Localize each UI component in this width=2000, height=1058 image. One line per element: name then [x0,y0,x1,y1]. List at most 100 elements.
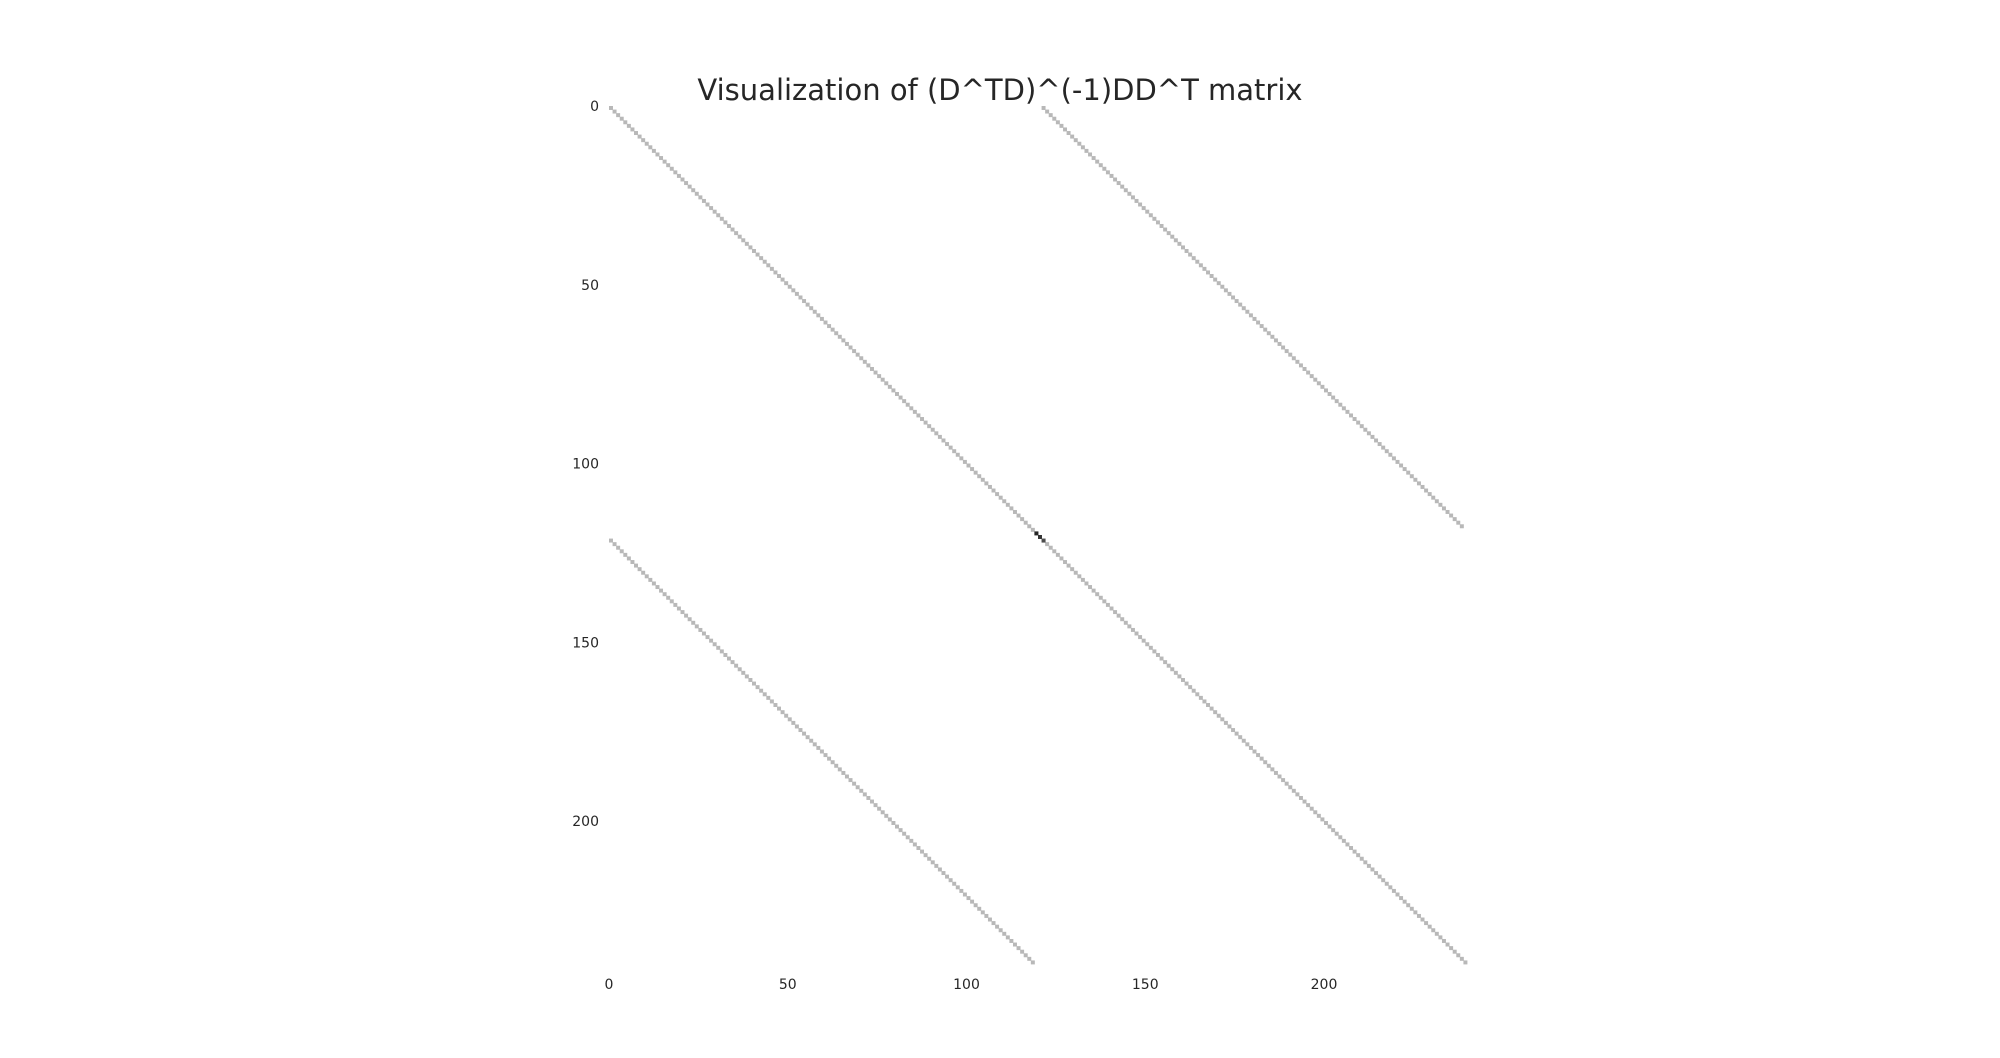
heatmap-cell [726,223,731,228]
heatmap-cell [1052,549,1057,554]
heatmap-cell [802,299,807,304]
heatmap-cell [987,484,992,489]
heatmap-cell [734,231,739,236]
heatmap-cell [726,656,731,661]
heatmap-cell [641,570,646,575]
heatmap-cell [1173,238,1178,243]
heatmap-cell [1145,209,1150,214]
heatmap-cell [1324,821,1328,825]
heatmap-cell [1352,417,1357,422]
heatmap-cell [1095,159,1100,164]
heatmap-cell [616,113,621,118]
heatmap-cell [1198,263,1203,268]
heatmap-cell [1091,156,1096,161]
heatmap-cell [752,681,756,686]
heatmap-cell [1298,795,1303,800]
heatmap-cell [1102,599,1107,604]
heatmap-cell [1123,620,1128,625]
heatmap-cell [780,277,785,282]
band-upper-off-diagonal [1041,106,1464,529]
heatmap-cell [1434,931,1439,936]
heatmap-cell [941,438,946,443]
heatmap-cell [1012,942,1017,947]
heatmap-cell [1266,331,1271,336]
heatmap-cell [877,806,882,811]
heatmap-cell [784,713,789,718]
heatmap-cell [737,667,742,672]
heatmap-cell [1391,456,1396,461]
heatmap-cell [1134,631,1139,636]
heatmap-cell [1306,370,1311,375]
heatmap-cell [1416,913,1421,918]
heatmap-cell [1055,120,1060,125]
heatmap-cell [819,316,824,321]
heatmap-cell [1377,874,1382,879]
heatmap-cell [1213,277,1218,282]
heatmap-cell [930,427,935,432]
heatmap-cell [1170,667,1175,672]
heatmap-cell [977,474,982,479]
heatmap-cell [1284,349,1289,354]
heatmap-cell [791,288,796,293]
heatmap-cell [934,863,939,868]
heatmap-cell [1441,506,1446,511]
heatmap-cell [716,645,721,650]
heatmap-cell [1388,885,1393,890]
heatmap-cell [1188,252,1193,257]
heatmap-cell [623,120,628,125]
heatmap-cell [834,331,839,336]
heatmap-cell [841,770,846,775]
heatmap-cell [794,724,799,729]
heatmap-cell [1327,824,1332,829]
heatmap-cell [991,488,996,493]
heatmap-cell [916,846,921,851]
heatmap-cell [626,123,631,128]
heatmap-cell [734,663,739,668]
heatmap-cell [1223,720,1228,725]
heatmap-cell [912,409,917,414]
heatmap-cell [676,606,681,611]
heatmap-cell [1113,177,1118,182]
heatmap-cell [1402,467,1407,472]
heatmap-cell [980,477,985,482]
heatmap-cell [898,395,903,400]
heatmap-cell [1366,431,1371,436]
heatmap-cell [1152,216,1157,221]
heatmap-cell [1116,613,1121,618]
heatmap-cell [1374,871,1379,876]
heatmap-cell [709,206,714,211]
heatmap-cell [1195,692,1200,697]
heatmap-cell [1345,409,1350,414]
heatmap-cell [1409,906,1414,911]
heatmap-cell [1206,703,1211,707]
chart-title: Visualization of (D^TD)^(-1)DD^T matrix [697,73,1302,107]
heatmap-cell [905,402,910,407]
heatmap-cell [973,903,978,908]
heatmap-cell [630,127,635,132]
heatmap-cell [1434,499,1439,504]
heatmap-cell [1241,306,1246,311]
heatmap-cell [1234,731,1239,736]
heatmap-cell [744,241,749,246]
heatmap-cell [1302,366,1307,371]
heatmap-cell [1399,463,1404,468]
heatmap-cell [1070,134,1075,139]
heatmap-cell [855,352,860,357]
heatmap-cell [669,166,674,171]
heatmap-cell [694,624,699,629]
heatmap-cell [823,753,828,758]
heatmap-cell [1341,406,1346,411]
heatmap-cell [741,238,746,243]
x-tick-label: 200 [1311,977,1338,993]
heatmap-cell [1052,116,1057,121]
heatmap-cell [970,899,975,904]
heatmap-cell [830,760,835,765]
heatmap-cell [684,613,689,618]
heatmap-cell [1070,567,1075,572]
heatmap-cell [1374,438,1379,443]
heatmap-cell [676,173,681,178]
heatmap-cell [1456,520,1461,525]
heatmap-cell [1395,459,1400,464]
heatmap-cell [1284,781,1289,786]
heatmap-cell [609,106,613,110]
